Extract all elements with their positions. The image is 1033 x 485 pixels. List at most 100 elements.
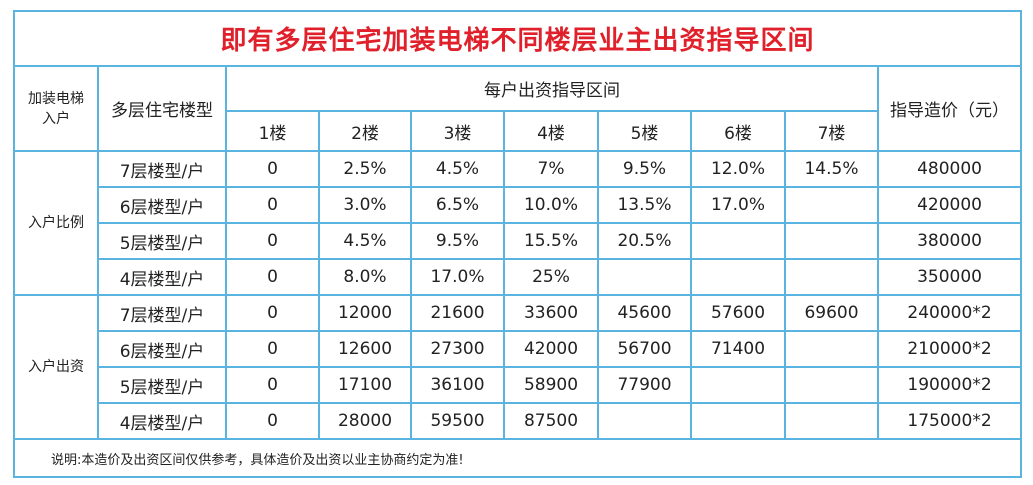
share-cell: 25% [503, 258, 599, 296]
share-cell: 45600 [597, 294, 692, 332]
guide-table: 即有多层住宅加装电梯不同楼层业主出资指导区间 加装电梯入户 多层住宅楼型 每户出… [12, 10, 1023, 478]
share-cell: 17100 [318, 366, 412, 404]
share-cell: 56700 [597, 330, 692, 368]
floor-header: 4楼 [503, 110, 599, 152]
price-cell: 380000 [876, 222, 1023, 260]
empty-cell [784, 402, 879, 440]
empty-cell [690, 402, 786, 440]
share-cell: 12.0% [690, 150, 786, 188]
header-range: 每户出资指导区间 [225, 65, 879, 112]
share-cell: 0 [225, 330, 320, 368]
header-type: 多层住宅楼型 [97, 65, 227, 152]
floor-header: 7楼 [784, 110, 879, 152]
share-cell: 4.5% [318, 222, 412, 260]
data-row: 入户比例 7层楼型/户 0 2.5% 4.5% 7% 9.5% 12.0% 14.5% 48000… [13, 150, 1023, 296]
price-cell: 420000 [876, 186, 1023, 224]
share-cell: 12600 [318, 330, 412, 368]
price-cell: 350000 [876, 258, 1023, 296]
empty-cell [597, 258, 692, 296]
share-cell: 13.5% [597, 186, 692, 224]
share-cell: 2.5% [318, 150, 412, 188]
share-cell: 9.5% [410, 222, 505, 260]
header-row: 加装电梯入户 多层住宅楼型 每户出资指导区间 指导造价（元） [13, 65, 1023, 152]
share-cell: 14.5% [784, 150, 879, 188]
table-foot: 说明:本造价及出资区间仅供参考，具体造价及出资以业主协商约定为准! [12, 438, 1023, 478]
share-cell: 12000 [318, 294, 412, 332]
empty-cell [597, 402, 692, 440]
group-label: 入户比例 [13, 150, 99, 296]
price-cell: 190000*2 [876, 366, 1023, 404]
share-cell: 8.0% [318, 258, 412, 296]
share-cell: 33600 [503, 294, 599, 332]
price-cell: 175000*2 [876, 402, 1023, 440]
building-type: 7层楼型/户 [97, 294, 227, 332]
data-row: 4层楼型/户 0 28000 59500 87500 175000*2 [14, 402, 1023, 440]
share-cell: 20.5% [597, 222, 692, 260]
floor-header: 2楼 [318, 110, 412, 152]
share-cell: 0 [225, 258, 320, 296]
empty-cell [690, 366, 786, 404]
share-cell: 27300 [410, 330, 505, 368]
header-row: 1楼 2楼 3楼 4楼 5楼 6楼 7楼 [14, 110, 1021, 152]
share-cell: 59500 [410, 402, 505, 440]
table-title: 即有多层住宅加装电梯不同楼层业主出资指导区间 [12, 10, 1023, 67]
share-cell: 57600 [690, 294, 786, 332]
group-label: 入户出资 [13, 294, 99, 440]
header-price: 指导造价（元） [876, 65, 1023, 152]
empty-cell [784, 366, 879, 404]
empty-cell [690, 222, 786, 260]
share-cell: 3.0% [318, 186, 412, 224]
building-type: 5层楼型/户 [97, 366, 227, 404]
building-type: 4层楼型/户 [97, 258, 227, 296]
building-type: 7层楼型/户 [97, 150, 227, 188]
table-body: 入户比例 7层楼型/户 0 2.5% 4.5% 7% 9.5% 12.0% 14.5% 48000… [13, 150, 1023, 440]
share-cell: 9.5% [597, 150, 692, 188]
building-type: 5层楼型/户 [97, 222, 227, 260]
table-head: 即有多层住宅加装电梯不同楼层业主出资指导区间 加装电梯入户 多层住宅楼型 每户出… [12, 10, 1023, 152]
share-cell: 36100 [410, 366, 505, 404]
note-row: 说明:本造价及出资区间仅供参考，具体造价及出资以业主协商约定为准! [12, 438, 1023, 478]
share-cell: 42000 [503, 330, 599, 368]
share-cell: 69600 [784, 294, 879, 332]
share-cell: 0 [225, 150, 320, 188]
price-cell: 240000*2 [876, 294, 1023, 332]
share-cell: 7% [503, 150, 599, 188]
share-cell: 58900 [503, 366, 599, 404]
share-cell: 71400 [690, 330, 786, 368]
building-type: 6层楼型/户 [97, 186, 227, 224]
data-row: 6层楼型/户 0 3.0% 6.5% 10.0% 13.5% 17.0% 420000 [14, 186, 1023, 224]
share-cell: 15.5% [503, 222, 599, 260]
building-type: 4层楼型/户 [97, 402, 227, 440]
share-cell: 0 [225, 294, 320, 332]
empty-cell [784, 222, 879, 260]
empty-cell [784, 330, 879, 368]
empty-cell [784, 186, 879, 224]
building-type: 6层楼型/户 [97, 330, 227, 368]
share-cell: 77900 [597, 366, 692, 404]
floor-header: 5楼 [597, 110, 692, 152]
share-cell: 17.0% [690, 186, 786, 224]
note: 说明:本造价及出资区间仅供参考，具体造价及出资以业主协商约定为准! [12, 438, 1023, 478]
floor-header: 1楼 [225, 110, 320, 152]
share-cell: 21600 [410, 294, 505, 332]
share-cell: 28000 [318, 402, 412, 440]
price-cell: 480000 [876, 150, 1023, 188]
data-row: 入户出资 7层楼型/户 0 12000 21600 33600 45600 57600 6960… [13, 294, 1023, 440]
floor-header: 3楼 [410, 110, 505, 152]
share-cell: 6.5% [410, 186, 505, 224]
price-cell: 210000*2 [876, 330, 1023, 368]
empty-cell [690, 258, 786, 296]
header-install: 加装电梯入户 [13, 65, 99, 152]
share-cell: 10.0% [503, 186, 599, 224]
share-cell: 17.0% [410, 258, 505, 296]
empty-cell [784, 258, 879, 296]
data-row: 5层楼型/户 0 4.5% 9.5% 15.5% 20.5% 380000 [14, 222, 1023, 260]
share-cell: 0 [225, 402, 320, 440]
title-row: 即有多层住宅加装电梯不同楼层业主出资指导区间 [12, 10, 1023, 67]
data-row: 4层楼型/户 0 8.0% 17.0% 25% 350000 [14, 258, 1023, 296]
floor-header: 6楼 [690, 110, 786, 152]
data-row: 5层楼型/户 0 17100 36100 58900 77900 190000*2 [14, 366, 1023, 404]
share-cell: 0 [225, 186, 320, 224]
share-cell: 0 [225, 222, 320, 260]
